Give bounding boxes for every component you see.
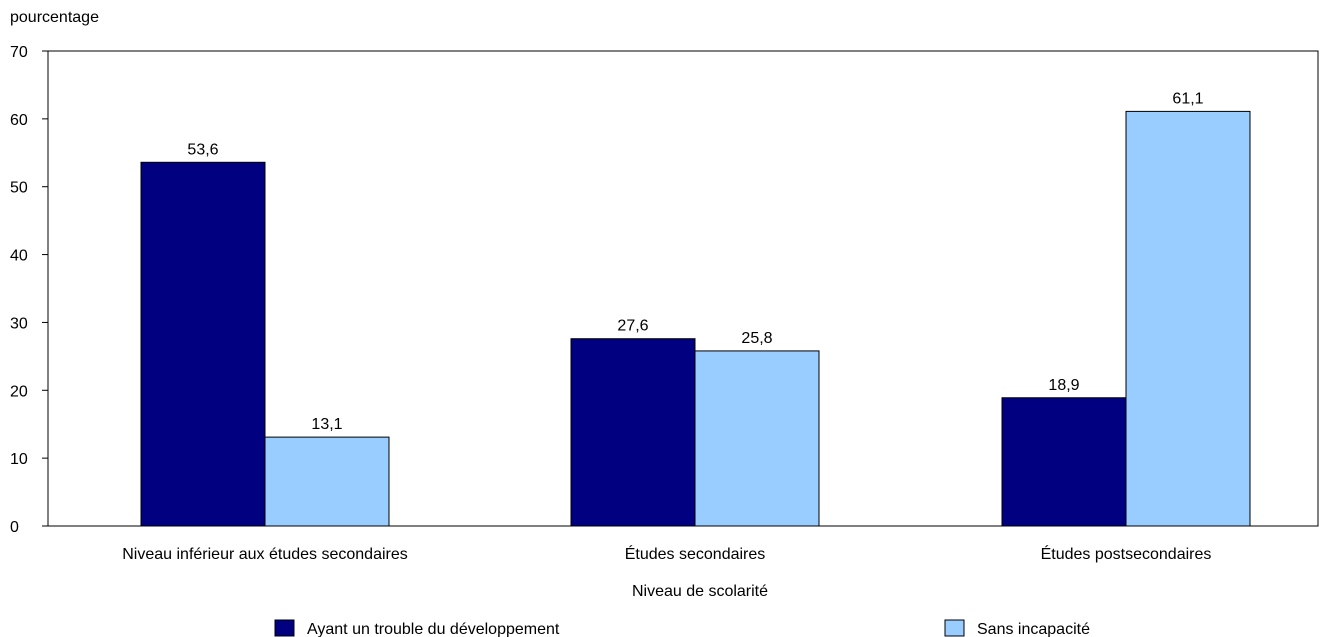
x-category-label: Études secondaires xyxy=(625,544,766,563)
y-tick-label: 60 xyxy=(10,112,28,129)
legend-label: Ayant un trouble du développement xyxy=(307,621,560,637)
data-label: 18,9 xyxy=(1048,377,1079,394)
legend-label: Sans incapacité xyxy=(977,621,1090,637)
y-tick-label: 10 xyxy=(10,451,28,468)
y-tick-label: 20 xyxy=(10,383,28,400)
data-label: 61,1 xyxy=(1172,90,1203,107)
bar xyxy=(1125,110,1251,527)
bar xyxy=(264,436,390,527)
bar xyxy=(1001,397,1127,527)
data-label: 25,8 xyxy=(741,330,772,347)
legend: Ayant un trouble du développement Sans in… xyxy=(274,619,1090,637)
legend-swatch xyxy=(944,619,965,637)
x-category-label: Niveau inférieur aux études secondaires xyxy=(122,546,408,563)
bar xyxy=(140,161,266,527)
x-category-label: Études postsecondaires xyxy=(1041,544,1212,563)
x-axis-title: Niveau de scolarité xyxy=(632,583,768,600)
data-label: 53,6 xyxy=(187,141,218,158)
bar xyxy=(570,338,696,527)
y-tick-label: 30 xyxy=(10,315,28,332)
y-tick-label: 70 xyxy=(10,44,28,61)
y-tick-label: 50 xyxy=(10,180,28,197)
bar xyxy=(694,350,820,527)
y-tick-label: 40 xyxy=(10,248,28,265)
data-label: 13,1 xyxy=(311,416,342,433)
data-label: 27,6 xyxy=(617,318,648,335)
y-tick-label: 0 xyxy=(10,519,19,536)
plot-area: 0 10 20 30 40 50 60 70 53,6 13,1 Niveau inférieur … xyxy=(10,44,1319,563)
y-axis-unit-label: pourcentage xyxy=(10,9,99,26)
legend-swatch xyxy=(274,619,295,637)
